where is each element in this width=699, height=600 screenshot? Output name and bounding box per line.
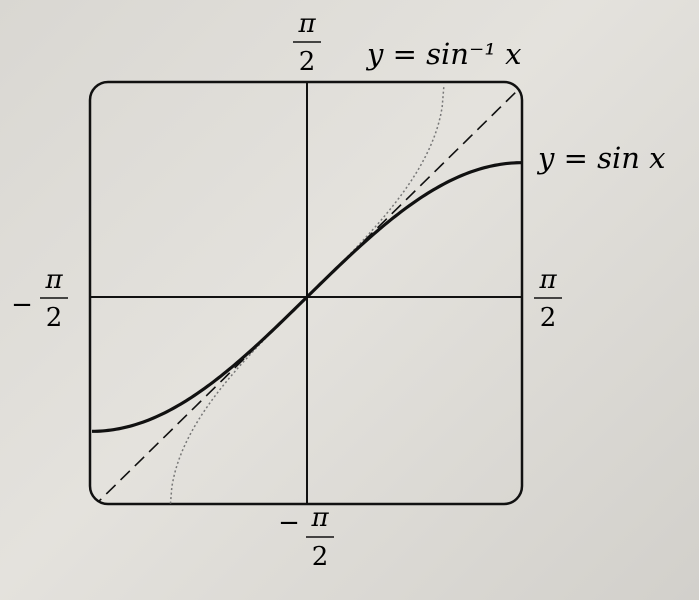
x-min-sign: − bbox=[11, 290, 33, 320]
x-min-tick-label: − π 2 bbox=[11, 265, 68, 333]
sin-annotation: y = sin x bbox=[536, 141, 666, 175]
x-max-numerator: π bbox=[538, 265, 557, 295]
x-max-tick-label: π 2 bbox=[534, 265, 562, 333]
x-max-denominator: 2 bbox=[540, 303, 557, 333]
y-min-numerator: π bbox=[310, 503, 329, 533]
y-min-sign: − bbox=[278, 508, 300, 538]
x-min-numerator: π bbox=[44, 265, 63, 295]
y-max-tick-label: π 2 bbox=[293, 9, 321, 77]
y-min-denominator: 2 bbox=[312, 542, 329, 572]
arcsin-annotation: y = sin⁻¹ x bbox=[365, 37, 521, 71]
y-min-tick-label: − π 2 bbox=[278, 503, 334, 572]
y-max-numerator: π bbox=[297, 9, 316, 39]
y-max-denominator: 2 bbox=[299, 47, 316, 77]
series-sin-curve bbox=[91, 161, 522, 433]
x-min-denominator: 2 bbox=[46, 303, 63, 333]
